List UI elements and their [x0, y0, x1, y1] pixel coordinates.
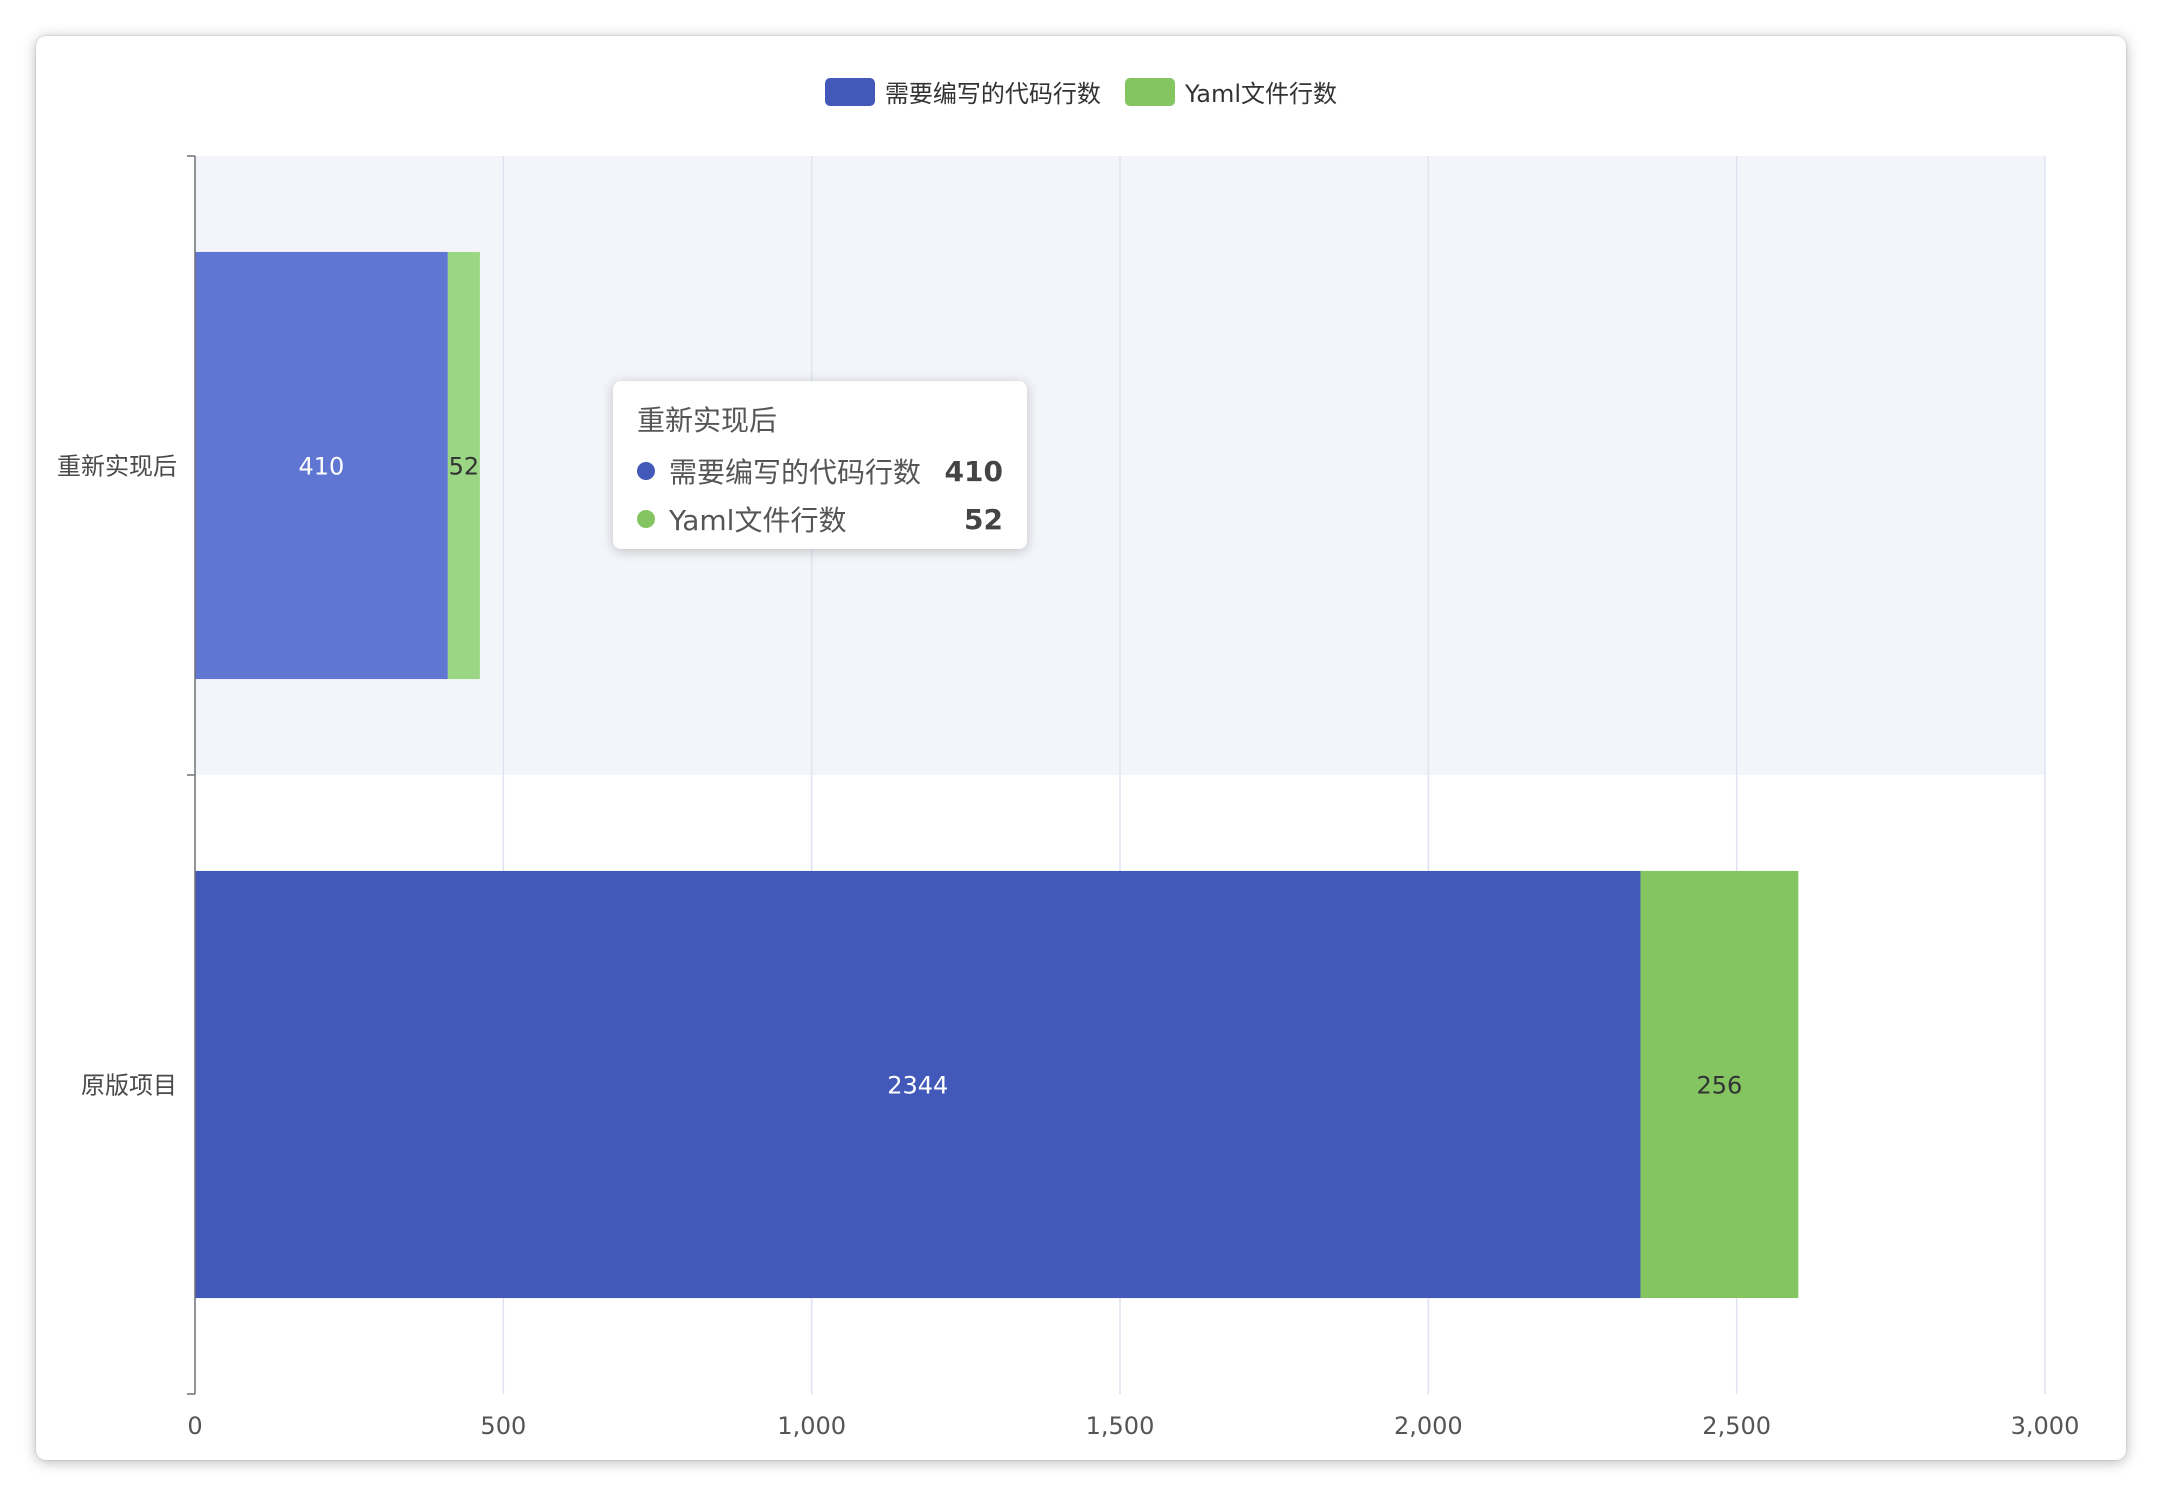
- x-tick-label: 1,000: [777, 1412, 846, 1440]
- chart-card: 需要编写的代码行数 Yaml文件行数 410 52 重新实现后 2344 256 原版项目…: [36, 36, 2126, 1460]
- legend: 需要编写的代码行数 Yaml文件行数: [36, 74, 2126, 109]
- bar-code-lines: [195, 251, 448, 680]
- bar-yaml-lines: [1640, 870, 1799, 1299]
- tooltip-dot-code-lines: [637, 462, 655, 480]
- legend-swatch-yaml-lines: [1124, 77, 1175, 106]
- y-category-label: 重新实现后: [57, 453, 177, 481]
- x-tick-label: 2,500: [1702, 1412, 1771, 1440]
- legend-swatch-code-lines: [824, 77, 875, 106]
- tooltip-series-value: 410: [944, 454, 1003, 488]
- tooltip-row-yaml-lines: Yaml文件行数 52: [637, 495, 1003, 543]
- data-label: 256: [1696, 1072, 1742, 1100]
- x-tick-label: 1,500: [1086, 1412, 1155, 1440]
- tooltip-series-name: 需要编写的代码行数: [669, 456, 922, 489]
- tooltip-title: 重新实现后: [637, 404, 778, 437]
- data-label: 410: [299, 453, 345, 481]
- chart-plot: 410 52 重新实现后 2344 256 原版项目 0 500 1,000 1,500 2,000…: [57, 155, 2080, 1440]
- data-label: 52: [449, 453, 480, 481]
- x-tick-label: 2,000: [1394, 1412, 1463, 1440]
- x-tick-label: 500: [480, 1412, 526, 1440]
- tooltip-series-name: Yaml文件行数: [669, 504, 847, 537]
- tooltip: 重新实现后 需要编写的代码行数 410 Yaml文件行数 52: [613, 381, 1027, 549]
- tooltip-dot-yaml-lines: [637, 510, 655, 528]
- legend-label-yaml-lines: Yaml文件行数: [1184, 80, 1338, 108]
- legend-label-code-lines: 需要编写的代码行数: [884, 80, 1101, 108]
- data-label: 2344: [887, 1072, 948, 1100]
- tooltip-series-value: 52: [964, 502, 1003, 536]
- bar-code-lines: [195, 870, 1641, 1299]
- legend-item-code-lines[interactable]: 需要编写的代码行数: [824, 74, 1101, 109]
- x-tick-label: 0: [187, 1412, 202, 1440]
- x-tick-label: 3,000: [2011, 1412, 2080, 1440]
- tooltip-row-code-lines: 需要编写的代码行数 410: [637, 447, 1003, 495]
- y-category-label: 原版项目: [81, 1072, 177, 1100]
- bar-yaml-lines: [447, 251, 480, 680]
- legend-item-yaml-lines[interactable]: Yaml文件行数: [1124, 74, 1338, 109]
